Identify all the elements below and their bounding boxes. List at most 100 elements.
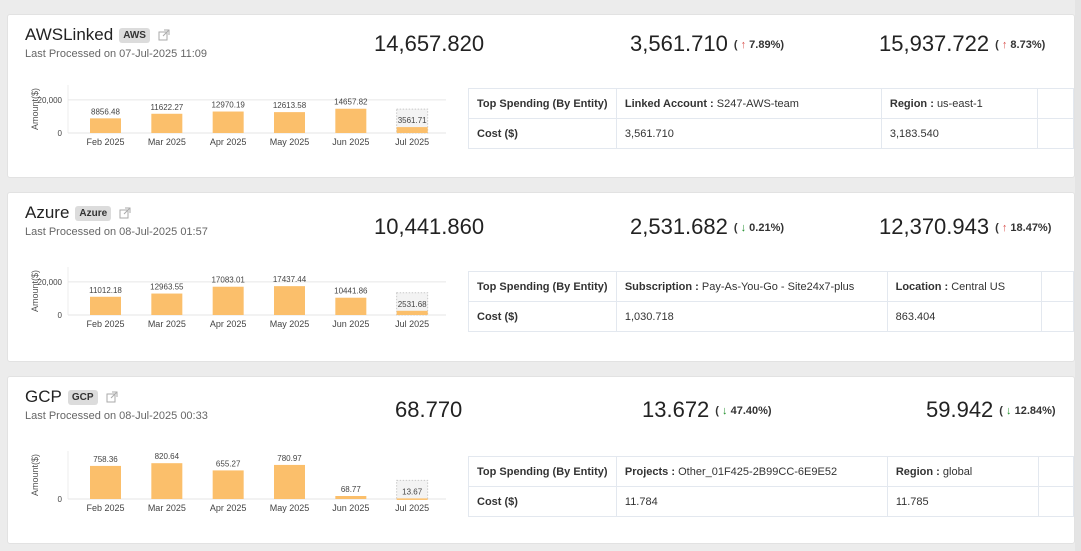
paren-open: ( <box>733 222 738 234</box>
paren-open: ( <box>995 39 999 51</box>
external-link-icon[interactable] <box>119 207 131 219</box>
cost-cell: 863.404 <box>886 301 1042 332</box>
change-indicator: ( ↓ 12.84%) <box>999 405 1055 417</box>
external-link-icon[interactable] <box>106 391 118 403</box>
entity-value: us-east-1 <box>936 97 983 110</box>
y-tick-label: 0 <box>58 311 63 320</box>
table-row: Cost ($) 1,030.718 863.404 <box>468 301 1074 332</box>
x-tick-label: Jun 2025 <box>332 503 369 513</box>
bar[interactable] <box>212 111 244 133</box>
x-tick-label: Feb 2025 <box>86 137 124 147</box>
provider-badge: AWS <box>119 27 150 43</box>
bar-value-label: 780.97 <box>277 454 302 463</box>
paren-close: ) <box>780 39 785 51</box>
bar-value-label: 12963.55 <box>150 283 184 292</box>
x-tick-label: Apr 2025 <box>210 319 247 329</box>
entity-value: Central US <box>951 280 1006 293</box>
account-name[interactable]: Azure <box>25 203 70 222</box>
paren-open: ( <box>999 405 1003 417</box>
forecast-cost: 59.942 ( ↓ 12.84%) <box>926 397 1056 423</box>
y-tick-label: 0 <box>58 129 63 138</box>
x-tick-label: Mar 2025 <box>148 137 186 147</box>
bar[interactable] <box>396 498 428 500</box>
table-header-label: Top Spending (By Entity) <box>468 271 617 302</box>
bar[interactable] <box>90 296 121 315</box>
bar[interactable] <box>335 297 367 315</box>
bar[interactable] <box>335 108 367 133</box>
entity-value: Other_01F425-2B99CC-6E9E52 <box>678 465 838 478</box>
entity-cell: Region : us-east-1 <box>880 88 1039 119</box>
bar[interactable] <box>151 113 183 133</box>
forecast-cost: 15,937.722 ( ↑ 8.73%) <box>879 31 1045 57</box>
cost-cell-overflow <box>1037 118 1074 149</box>
bar[interactable] <box>396 310 428 315</box>
top-spending-table: Top Spending (By Entity) Linked Account … <box>468 88 1074 149</box>
account-name[interactable]: GCP <box>25 387 62 406</box>
paren-open: ( <box>715 405 719 417</box>
top-spending-table: Top Spending (By Entity) Subscription : … <box>468 271 1074 332</box>
change-indicator: ( ↓ 0.21%) <box>734 222 784 234</box>
cost-cell: 3,183.540 <box>880 118 1039 149</box>
bar[interactable] <box>90 465 121 499</box>
provider-badge: Azure <box>75 205 112 221</box>
y-tick-label: 20,000 <box>38 278 63 287</box>
forecast-bar <box>396 479 429 500</box>
cost-row-label: Cost ($) <box>468 486 617 517</box>
bar-value-label: 758.36 <box>93 455 118 464</box>
bar[interactable] <box>212 286 244 315</box>
external-link-icon[interactable] <box>158 29 170 41</box>
bar[interactable] <box>90 118 121 133</box>
y-axis-label: Amount($) <box>30 270 40 312</box>
cost-row-label: Cost ($) <box>468 301 617 332</box>
x-tick-label: Feb 2025 <box>86 319 124 329</box>
entity-cell: Projects : Other_01F425-2B99CC-6E9E52 <box>615 456 888 487</box>
bar[interactable] <box>396 127 428 133</box>
top-spending-table: Top Spending (By Entity) Projects : Othe… <box>468 456 1074 517</box>
entity-value: S247-AWS-team <box>716 97 799 110</box>
last-processed: Last Processed on 07-Jul-2025 11:09 <box>25 48 208 60</box>
table-row: Cost ($) 11.784 11.785 <box>468 486 1074 517</box>
entity-key: Region : <box>895 465 940 478</box>
metric-value: 15,937.722 <box>879 31 990 56</box>
change-indicator: ( ↓ 47.40%) <box>715 405 771 417</box>
bar[interactable] <box>212 470 244 499</box>
bar-value-label: 820.64 <box>155 452 180 461</box>
bar[interactable] <box>274 112 305 133</box>
forecast-bar <box>396 292 429 316</box>
current-month-cost: 68.770 <box>395 397 463 422</box>
account-name[interactable]: AWSLinked <box>25 25 114 44</box>
paren-close: ) <box>767 405 772 417</box>
paren-open: ( <box>733 39 738 51</box>
bar-value-label: 12613.58 <box>273 101 307 110</box>
bar-value-label: 11622.27 <box>150 103 183 112</box>
change-percent: 0.21% <box>749 222 781 234</box>
card-header: GCP GCP <box>25 387 118 407</box>
bar[interactable] <box>151 293 183 315</box>
change-percent: 7.89% <box>749 39 781 51</box>
paren-close: ) <box>1051 405 1056 417</box>
table-row: Top Spending (By Entity) Projects : Othe… <box>468 456 1074 487</box>
paren-close: ) <box>780 222 785 234</box>
arrow-down-icon: ↓ <box>722 405 728 417</box>
bar[interactable] <box>274 464 305 499</box>
entity-key: Location : <box>895 280 949 293</box>
last-processed: Last Processed on 08-Jul-2025 01:57 <box>25 226 208 238</box>
paren-close: ) <box>1047 222 1052 234</box>
bar[interactable] <box>274 286 305 315</box>
change-indicator: ( ↑ 18.47%) <box>995 222 1051 234</box>
page-scrollbar[interactable] <box>1075 0 1081 551</box>
change-percent: 12.84% <box>1014 405 1052 417</box>
change-percent: 18.47% <box>1010 222 1048 234</box>
bar-value-label: 655.27 <box>216 459 241 468</box>
bar[interactable] <box>335 495 367 499</box>
entity-cell-overflow <box>1038 456 1074 487</box>
y-axis-label: Amount($) <box>30 88 40 130</box>
x-tick-label: Mar 2025 <box>148 503 186 513</box>
cost-cell: 11.785 <box>886 486 1040 517</box>
entity-cell: Region : global <box>886 456 1040 487</box>
card-header: Azure Azure <box>25 203 131 223</box>
bar[interactable] <box>151 463 183 499</box>
arrow-up-icon: ↑ <box>740 39 747 51</box>
current-month-cost: 10,441.860 <box>374 214 485 239</box>
metric-value: 59.942 <box>926 397 994 422</box>
